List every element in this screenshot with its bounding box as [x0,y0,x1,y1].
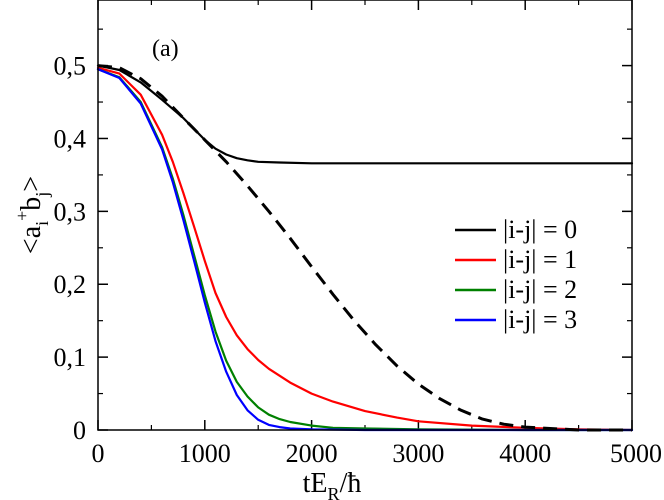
plot-frame [97,0,633,431]
legend: |i-j| = 0|i-j| = 1|i-j| = 2|i-j| = 3 [455,215,577,334]
x-tick-label: 5000 [610,439,662,468]
y-tick-label: 0 [73,416,86,445]
y-tick-label: 0,5 [54,52,87,81]
x-tick-label: 4000 [499,439,551,468]
x-tick-label: 0 [92,439,105,468]
x-tick-label: 2000 [286,439,338,468]
legend-entry: |i-j| = 2 [503,275,577,304]
y-tick-labels: 0 0,1 0,2 0,3 0,4 0,5 [54,52,87,445]
legend-entry: |i-j| = 3 [503,305,577,334]
series-lines [96,64,634,432]
series-line-0 [96,64,634,165]
panel-label: (a) [152,36,179,62]
y-axis-label: <ai+bj> [12,176,52,254]
x-tick-labels: 0 1000 2000 3000 4000 5000 [92,439,663,468]
legend-entry: |i-j| = 0 [503,215,577,244]
x-axis-label: tER/ħ [303,468,362,500]
series-line-1 [96,66,634,432]
y-tick-label: 0,3 [54,197,87,226]
x-tick-label: 3000 [392,439,444,468]
x-tick-label: 1000 [179,439,231,468]
legend-entry: |i-j| = 1 [503,245,577,274]
y-tick-label: 0,4 [54,124,87,153]
y-tick-label: 0,1 [54,343,87,372]
y-tick-label: 0,2 [54,270,87,299]
series-line-dashed [97,64,632,432]
